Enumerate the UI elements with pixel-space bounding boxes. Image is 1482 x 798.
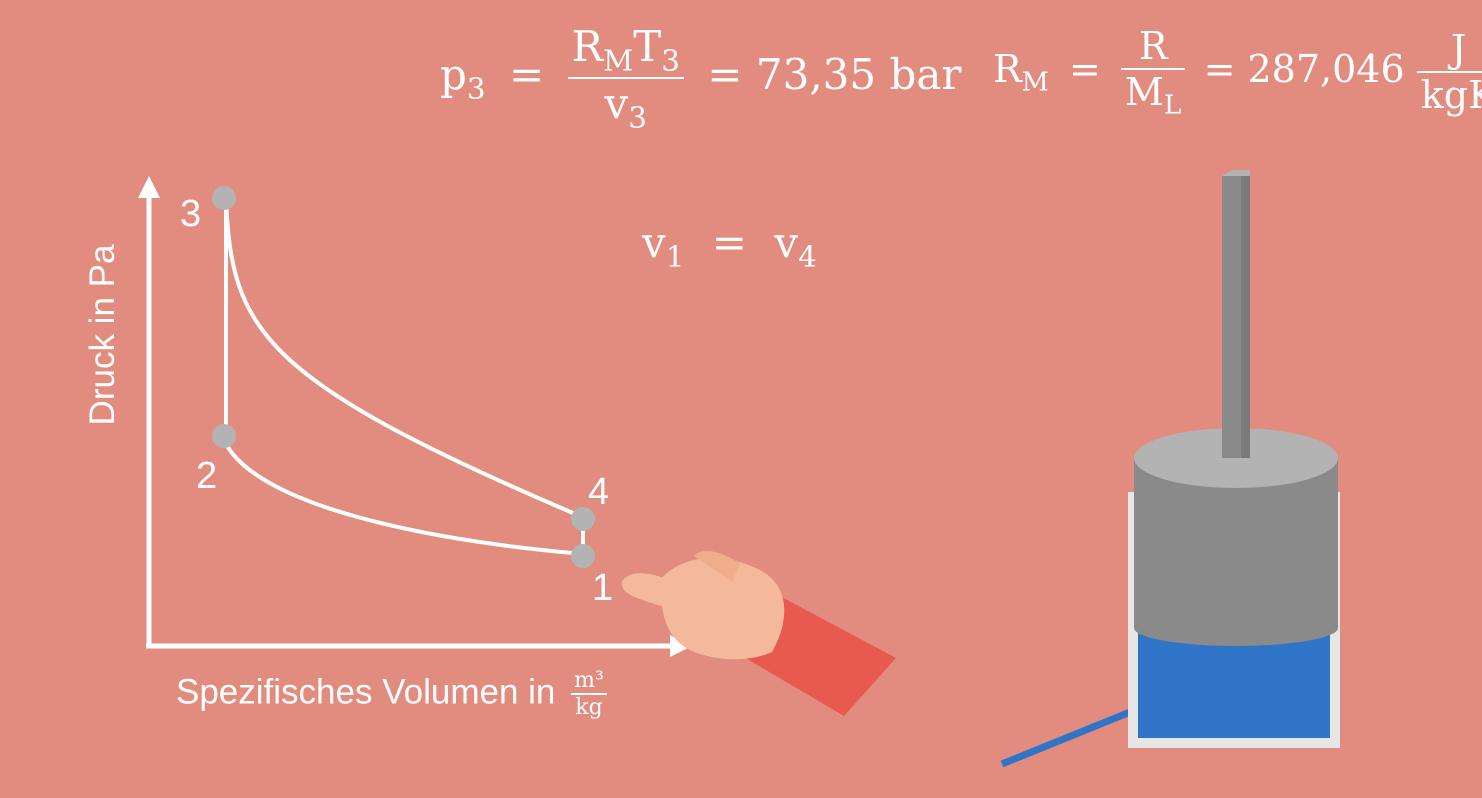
axes	[146, 190, 676, 649]
x-axis-unit: m³ kg	[571, 668, 607, 720]
piston-rod-top	[1222, 170, 1250, 176]
compression-curve-1-2	[224, 442, 586, 556]
y-axis-label: Druck in Pa	[83, 244, 122, 426]
rm-unit: J kgK	[1416, 27, 1482, 117]
inlet-pipe	[1000, 704, 1142, 768]
rm-value: = 287,046	[1203, 46, 1405, 91]
pointing-hand	[621, 550, 896, 716]
state-label-3: 3	[180, 193, 201, 235]
x-axis-label: Spezifisches Volumen in m³ kg	[176, 668, 607, 720]
piston-rod-shade	[1241, 176, 1250, 458]
formula-rm: RM = R ML = 287,046 J kgK	[993, 24, 1482, 121]
expansion-curve-3-4	[224, 198, 582, 518]
p3-fraction: RMT3 v3	[567, 22, 684, 135]
y-axis-arrow	[138, 176, 160, 198]
process-curves	[224, 196, 586, 558]
piston-bottom	[1134, 610, 1338, 646]
index-finger	[621, 573, 690, 612]
p3-result: = 73,35 bar	[707, 50, 962, 100]
state-point-4	[571, 507, 595, 531]
rm-fraction: R ML	[1120, 24, 1186, 121]
x-axis-arrow	[670, 635, 692, 657]
state-label-1: 1	[592, 567, 613, 609]
state-point-1	[571, 544, 595, 568]
state-label-4: 4	[588, 471, 609, 513]
state-label-2: 2	[196, 455, 217, 497]
knuckles	[694, 550, 740, 582]
state-point-3	[212, 186, 236, 210]
water-fill	[1138, 628, 1330, 738]
formula-p3: p3 = RMT3 v3 = 73,35 bar	[440, 22, 962, 135]
hand-palm	[660, 557, 785, 660]
rm-lhs: RM	[993, 46, 1049, 98]
state-point-2	[212, 424, 236, 448]
formula-v1-v4: v1 = v4	[642, 218, 817, 274]
p3-lhs: p3	[440, 50, 486, 106]
piston-cylinder	[1000, 170, 1340, 768]
